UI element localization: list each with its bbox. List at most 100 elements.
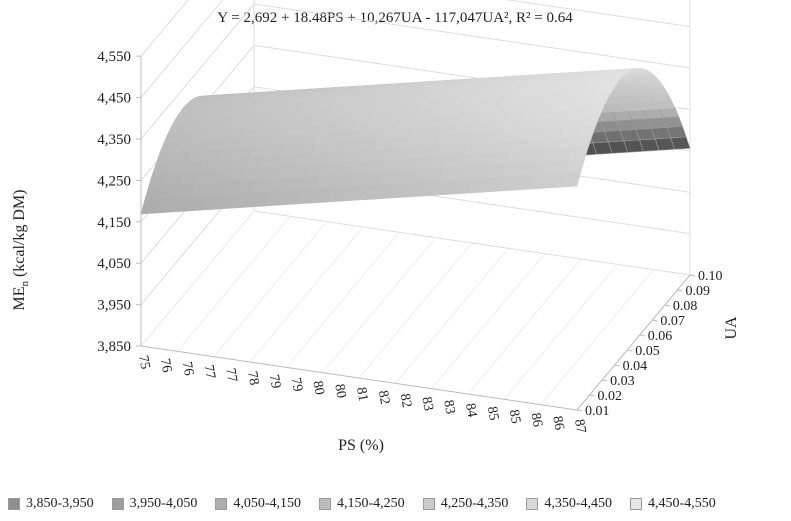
x-tick-label: 77 [200, 364, 217, 380]
y-tick [576, 409, 583, 412]
y-tick-label: 0.07 [660, 314, 685, 329]
x-tick-label: 84 [462, 402, 479, 418]
y-tick-label: 0.06 [648, 329, 673, 344]
y-tick [589, 394, 595, 397]
floor-gridline [540, 269, 655, 405]
z-tick-label: 4,150 [97, 215, 131, 231]
x-tick-label: 79 [266, 373, 283, 389]
y-tick [602, 379, 608, 382]
y-axis-ticks: 0.010.020.030.040.050.060.070.080.090.10 [576, 269, 723, 419]
legend-swatch [8, 498, 20, 510]
z-tick-label: 4,250 [97, 173, 131, 189]
legend-label: 4,250-4,350 [440, 496, 509, 511]
legend-item: 4,050-4,150 [215, 496, 301, 512]
y-tick [664, 304, 670, 307]
legend-label: 4,350-4,450 [544, 496, 613, 511]
x-tick-label: 86 [527, 412, 544, 428]
floor-gridline [176, 216, 291, 352]
legend-label: 3,950-4,050 [129, 496, 198, 511]
chart-title: Y = 2,692 + 18.48PS + 10,267UA - 117,047… [217, 10, 573, 26]
x-tick-label: 78 [244, 370, 261, 386]
legend-swatch [630, 498, 643, 510]
x-tick-label: 80 [331, 383, 348, 399]
y-tick-label: 0.08 [673, 299, 698, 314]
surface-cell [670, 136, 691, 150]
y-tick-label: 0.09 [685, 284, 710, 299]
x-tick-label: 87 [571, 418, 588, 434]
y-axis-label: UA [723, 316, 740, 340]
x-tick-label: 75 [135, 354, 152, 370]
floor-gridline [503, 264, 618, 400]
grid-lines [140, 0, 691, 411]
floor-gridline [249, 226, 364, 363]
x-tick-label: 76 [179, 360, 196, 376]
y-tick-label: 0.02 [598, 389, 623, 404]
x-tick-label: 81 [353, 386, 370, 402]
x-tick-label: 79 [288, 376, 305, 392]
legend-label: 3,850-3,950 [26, 496, 94, 511]
z-tick-label: 3,850 [97, 339, 131, 355]
y-tick-label: 0.01 [585, 404, 610, 419]
y-tick-label: 0.05 [635, 344, 660, 359]
legend-item: 4,350-4,450 [526, 496, 612, 512]
x-axis-line [140, 345, 578, 411]
legend-label: 4,450-4,550 [648, 496, 716, 511]
y-tick [627, 349, 633, 352]
z-axis-label: MEn (kcal/kg DM) [11, 189, 31, 310]
x-axis-ticks: 75 76 76 77 77 78 79 79 80 80 81 82 82 83 83 84 85 85 86 86… [135, 354, 588, 434]
floor-gridline [140, 210, 255, 347]
y-tick [677, 289, 683, 292]
legend-swatch [526, 498, 539, 510]
floor-gridline [394, 248, 509, 384]
x-tick-label: 83 [440, 399, 457, 415]
y-tick-label: 0.04 [623, 359, 648, 374]
x-tick-label: 83 [418, 396, 435, 412]
y-tick-label: 0.03 [610, 374, 635, 389]
legend-swatch [422, 498, 435, 510]
floor-gridline [285, 232, 400, 368]
axes-frame [140, 56, 691, 411]
legend-label: 4,050-4,150 [233, 496, 302, 511]
x-tick-label: 77 [222, 367, 239, 383]
floor-gridline [467, 258, 582, 395]
legend-label: 4,150-4,250 [337, 496, 405, 511]
x-tick-label: 85 [506, 408, 523, 424]
x-tick-label: 85 [484, 405, 501, 421]
z-tick-label: 4,550 [97, 49, 131, 65]
z-tick-label: 4,450 [97, 91, 131, 107]
surface-plot [140, 67, 691, 215]
legend: 3,850-3,950 3,950-4,050 4,050-4,150 4,150-4… [8, 494, 788, 514]
legend-swatch [111, 498, 124, 510]
floor-gridline [431, 253, 546, 389]
y-tick-label: 0.10 [698, 269, 723, 284]
surface-cell [655, 99, 676, 110]
surface-cell [662, 116, 683, 128]
z-axis-ticks: 3,850 3,950 4,050 4,150 4,250 4,350 4,450 4,550 [97, 49, 141, 355]
y-axis-line [576, 274, 691, 411]
z-tick-label: 4,050 [97, 256, 131, 272]
x-tick-label: 82 [397, 392, 414, 408]
y-tick [652, 319, 658, 322]
y-tick [639, 334, 645, 337]
z-tick-label: 4,350 [97, 132, 131, 148]
x-tick-label: 76 [157, 357, 174, 373]
surface-cell [658, 107, 680, 119]
legend-swatch [319, 498, 332, 510]
floor-gridline [358, 242, 473, 379]
x-axis-label: PS (%) [338, 437, 384, 454]
x-tick-label: 82 [375, 389, 392, 405]
legend-swatch [215, 498, 228, 510]
y-tick [689, 274, 696, 277]
legend-item: 3,950-4,050 [111, 496, 198, 512]
surface-cell [560, 171, 582, 188]
z-gridline [140, 0, 189, 57]
surface-cell [666, 126, 687, 139]
surface-cell [651, 92, 672, 102]
z-tick-label: 3,950 [97, 298, 131, 314]
z-gridline [140, 0, 691, 98]
x-tick-label: 86 [549, 415, 566, 431]
legend-item: 4,150-4,250 [319, 496, 405, 512]
x-tick-label: 80 [309, 380, 326, 396]
y-tick [614, 364, 620, 367]
